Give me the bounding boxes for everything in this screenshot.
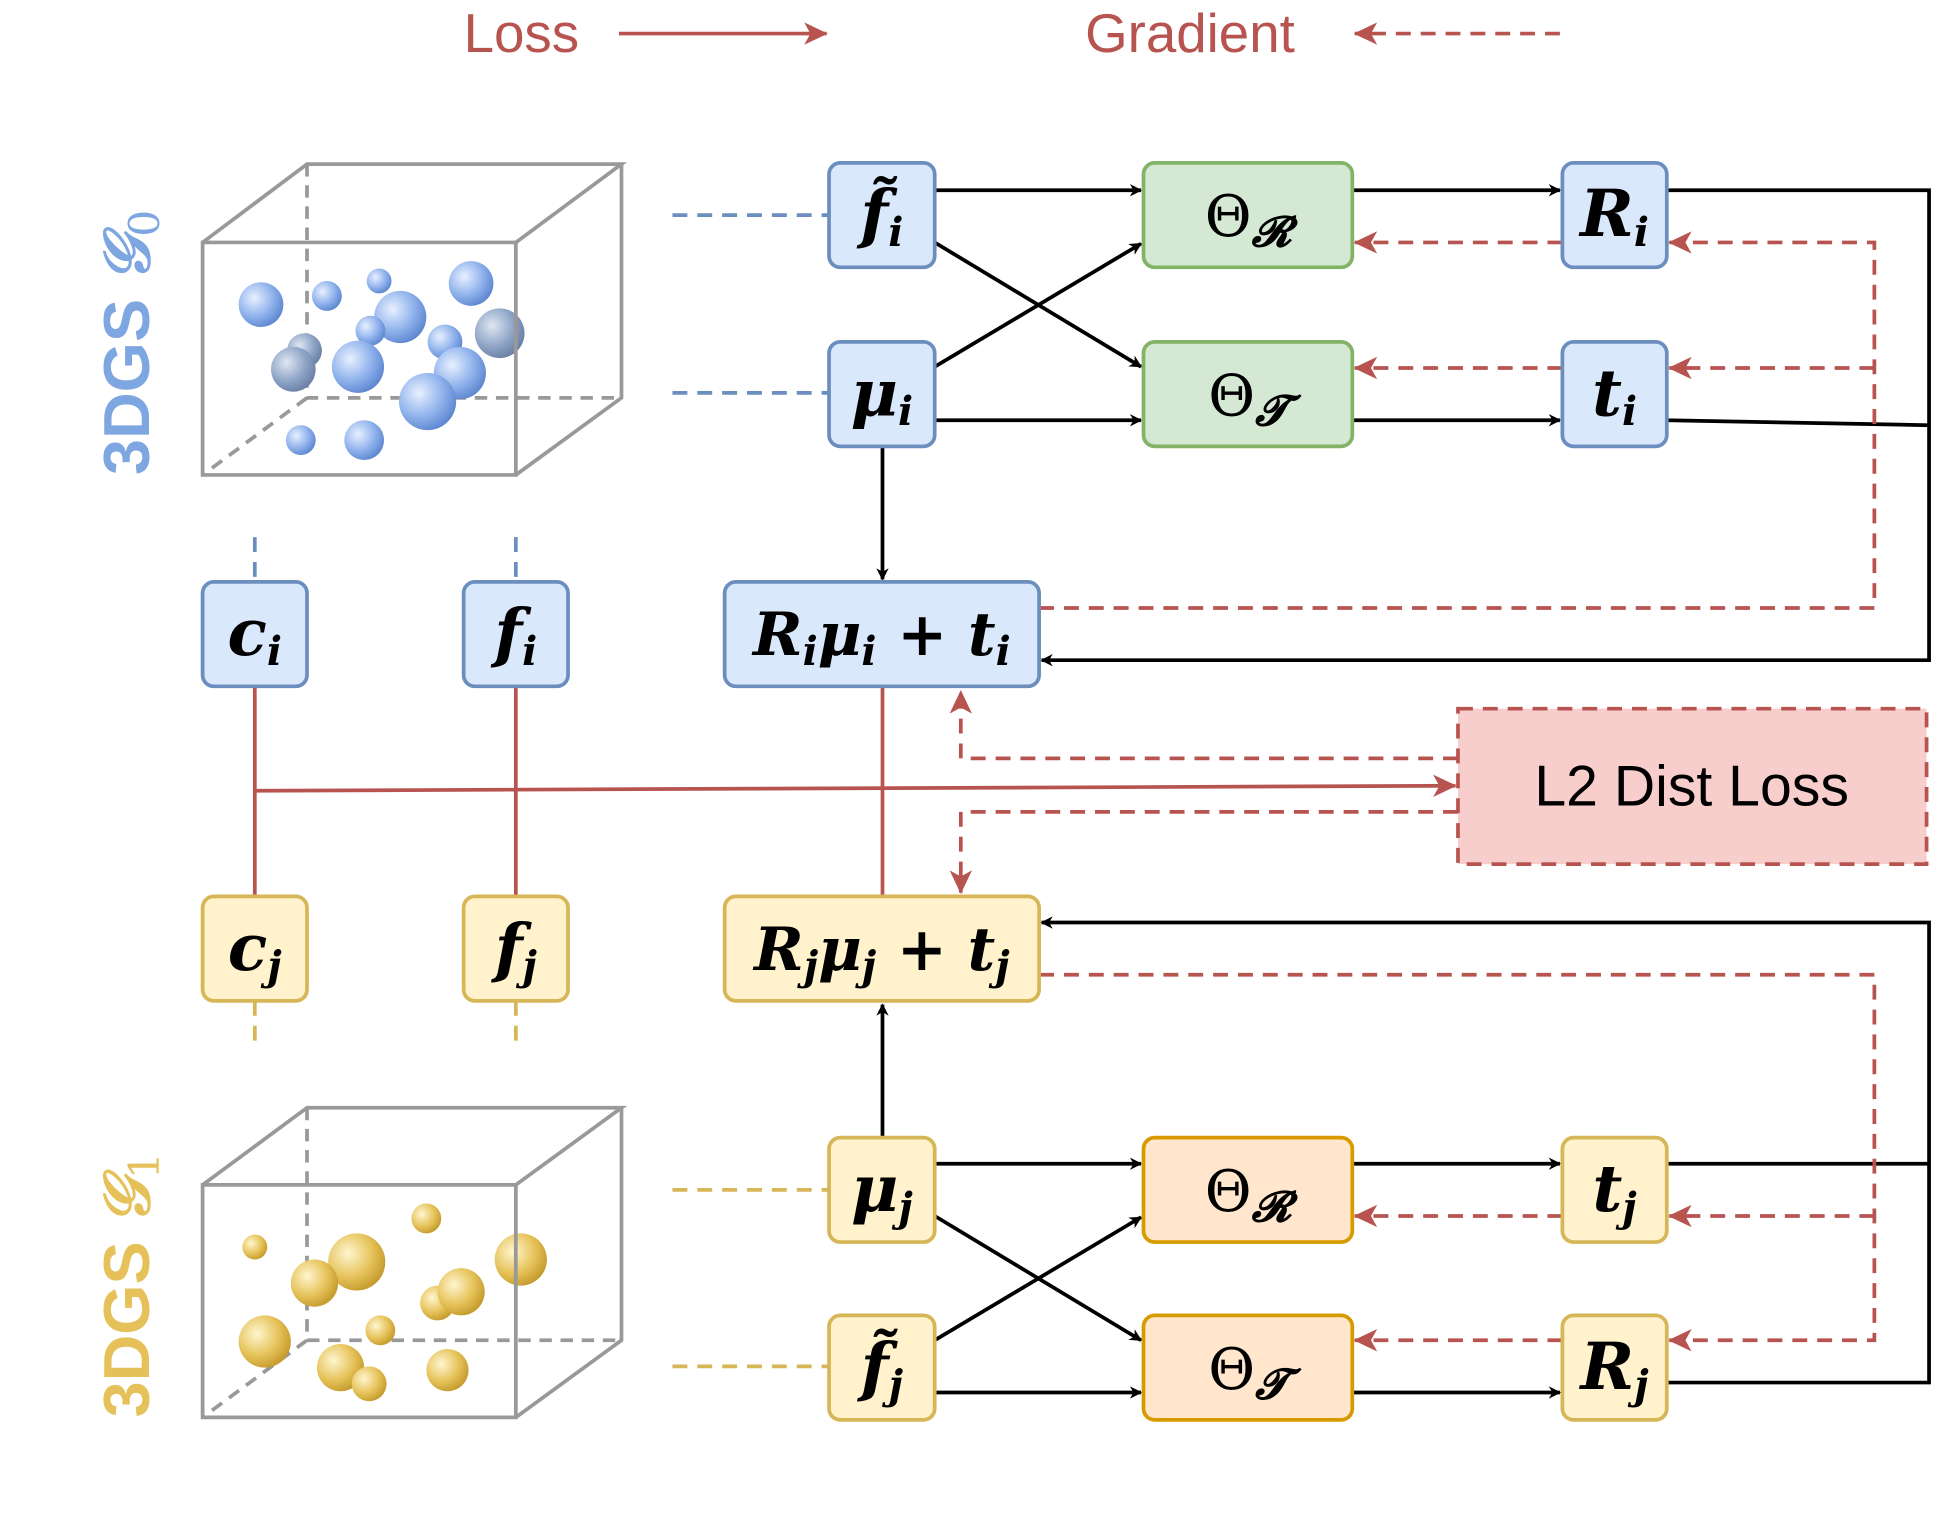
node-label: Θ𝓡 <box>1205 1159 1299 1231</box>
node-thetaR-1: Θ𝓡 <box>1141 1135 1355 1244</box>
node-box <box>1560 161 1669 270</box>
node-c-j: cj <box>200 894 309 1003</box>
node-tr-i: Riμi + ti <box>722 580 1041 689</box>
node-label: Θ𝓡 <box>1205 184 1299 256</box>
l2-dist-loss-label: L2 Dist Loss <box>1534 755 1849 819</box>
node-box <box>1560 1135 1669 1244</box>
node-label: cj <box>228 910 282 990</box>
node-label: μi <box>851 355 913 435</box>
gradient-arrows <box>949 231 1877 1352</box>
node-box <box>827 1135 937 1244</box>
legend-loss-label: Loss <box>464 2 580 64</box>
node-box <box>200 580 309 689</box>
gaussian-spheres-g1 <box>238 1203 547 1402</box>
node-label: tj <box>1592 1151 1637 1231</box>
group-label-g0: 3DGS 𝒢0 <box>89 210 169 475</box>
node-R-i: Ri <box>1560 161 1669 270</box>
node-label: Ri <box>1578 176 1649 256</box>
node-box <box>1560 340 1669 449</box>
node-label: fi <box>490 595 537 675</box>
node-R-j: Rj <box>1560 1313 1669 1422</box>
node-box <box>827 1313 937 1422</box>
node-label: μj <box>851 1151 913 1231</box>
legend-gradient-label: Gradient <box>1085 2 1295 64</box>
node-label: Rj <box>1579 1329 1650 1409</box>
l2-dist-loss-node: L2 Dist Loss <box>1456 706 1929 866</box>
node-t-j: tj <box>1560 1135 1669 1244</box>
node-box <box>461 894 570 1003</box>
node-mu-i: μi <box>827 340 937 449</box>
node-f-i: fi <box>461 580 570 689</box>
node-box <box>722 894 1041 1003</box>
node-c-i: ci <box>200 580 309 689</box>
node-box <box>1141 1135 1355 1244</box>
node-label: ci <box>228 595 282 675</box>
node-ft-j: f̃j <box>827 1313 937 1422</box>
node-box <box>1141 1313 1355 1422</box>
node-box <box>1141 340 1355 449</box>
membership-links-g0 <box>252 213 830 582</box>
loss-lines <box>252 686 1457 897</box>
group-label-g1: 3DGS 𝒢1 <box>89 1152 169 1417</box>
node-tr-j: Rjμj + tj <box>722 894 1041 1003</box>
node-thetaR-0: Θ𝓡 <box>1141 161 1355 270</box>
node-box <box>827 161 937 270</box>
node-box <box>827 340 937 449</box>
node-thetaT-1: Θ𝓣 <box>1141 1313 1355 1422</box>
forward-arrows <box>876 184 1931 1399</box>
node-box <box>1141 161 1355 270</box>
gaussian-spheres-g0 <box>238 261 525 461</box>
cube-g1 <box>200 1105 628 1420</box>
node-f-j: fj <box>461 894 570 1003</box>
node-box <box>1560 1313 1669 1422</box>
node-mu-j: μj <box>827 1135 937 1244</box>
node-box <box>461 580 570 689</box>
node-label: ti <box>1592 355 1637 435</box>
cube-g0 <box>200 162 628 477</box>
node-box <box>200 894 309 1003</box>
membership-links-g1 <box>252 1000 830 1369</box>
node-label: Riμi + ti <box>751 600 1011 675</box>
node-t-i: ti <box>1560 340 1669 449</box>
node-box <box>722 580 1041 689</box>
node-ft-i: f̃i <box>827 161 937 270</box>
node-label: f̃i <box>856 175 903 256</box>
node-label: Rjμj + tj <box>752 915 1010 990</box>
node-thetaT-0: Θ𝓣 <box>1141 340 1355 449</box>
